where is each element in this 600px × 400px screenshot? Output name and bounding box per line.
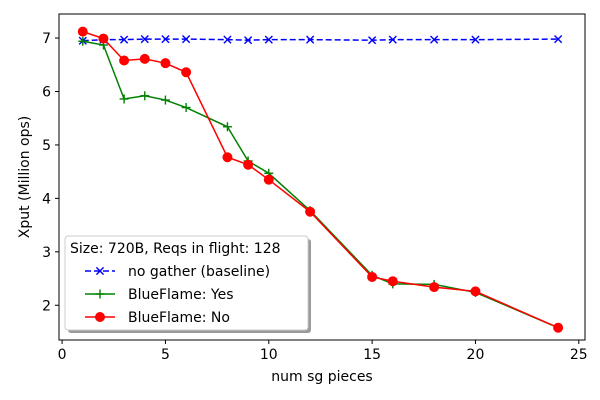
data-point — [471, 35, 480, 44]
legend-entry: BlueFlame: No — [85, 310, 230, 326]
data-point — [181, 67, 192, 78]
data-point — [243, 159, 254, 170]
y-tick-label: 6 — [42, 84, 51, 100]
data-point — [553, 322, 564, 333]
data-point — [388, 35, 397, 44]
data-point — [430, 35, 439, 44]
data-point — [305, 206, 316, 217]
series-2 — [77, 26, 564, 333]
legend-entry: BlueFlame: Yes — [85, 287, 234, 303]
legend-marker — [95, 312, 105, 322]
data-point — [429, 282, 440, 293]
data-point — [244, 36, 253, 45]
data-point — [554, 35, 563, 44]
x-axis-label: num sg pieces — [271, 369, 372, 385]
x-tick-label: 25 — [570, 347, 588, 363]
x-axis: 0 5 10 15 20 25 — [58, 340, 588, 363]
y-tick-label: 4 — [42, 191, 51, 207]
x-tick-label: 10 — [260, 347, 278, 363]
data-point — [120, 35, 129, 44]
y-axis: 2 3 4 5 6 7 — [42, 31, 59, 314]
data-point — [160, 58, 171, 69]
data-point — [161, 35, 170, 44]
data-point — [264, 35, 273, 44]
y-tick-label: 5 — [42, 138, 51, 154]
data-point — [263, 174, 274, 185]
data-point — [222, 152, 233, 163]
legend-label: BlueFlame: No — [128, 310, 230, 326]
legend-marker — [95, 266, 105, 276]
legend-label: no gather (baseline) — [128, 264, 270, 280]
data-point — [223, 35, 232, 44]
data-point — [98, 33, 109, 44]
data-point — [139, 53, 150, 64]
data-point — [182, 35, 191, 44]
y-tick-label: 2 — [42, 298, 51, 314]
data-point — [368, 36, 377, 45]
data-point — [160, 95, 170, 105]
y-tick-label: 7 — [42, 31, 51, 47]
data-point — [387, 276, 398, 287]
data-point — [140, 35, 149, 44]
data-point — [222, 122, 232, 132]
legend-label: BlueFlame: Yes — [128, 287, 234, 303]
x-tick-label: 0 — [58, 347, 67, 363]
data-point — [181, 103, 191, 113]
series-layer — [77, 26, 564, 333]
data-point — [119, 94, 129, 104]
legend-entry: no gather (baseline) — [85, 264, 270, 280]
legend-marker — [95, 289, 105, 299]
data-point — [119, 55, 130, 66]
x-tick-label: 15 — [363, 347, 381, 363]
legend-title: Size: 720B, Reqs in flight: 128 — [70, 241, 281, 257]
data-point — [77, 26, 88, 37]
data-point — [140, 91, 150, 101]
legend: Size: 720B, Reqs in flight: 128 no gathe… — [64, 235, 311, 333]
data-point — [367, 271, 378, 282]
y-axis-label: Xput (Million ops) — [17, 116, 33, 239]
series-0 — [78, 35, 563, 45]
data-point — [78, 36, 88, 46]
data-point — [306, 35, 315, 44]
x-tick-label: 20 — [467, 347, 485, 363]
legend-box — [64, 235, 309, 331]
data-point — [470, 286, 481, 297]
y-tick-label: 3 — [42, 245, 51, 261]
x-tick-label: 5 — [161, 347, 170, 363]
